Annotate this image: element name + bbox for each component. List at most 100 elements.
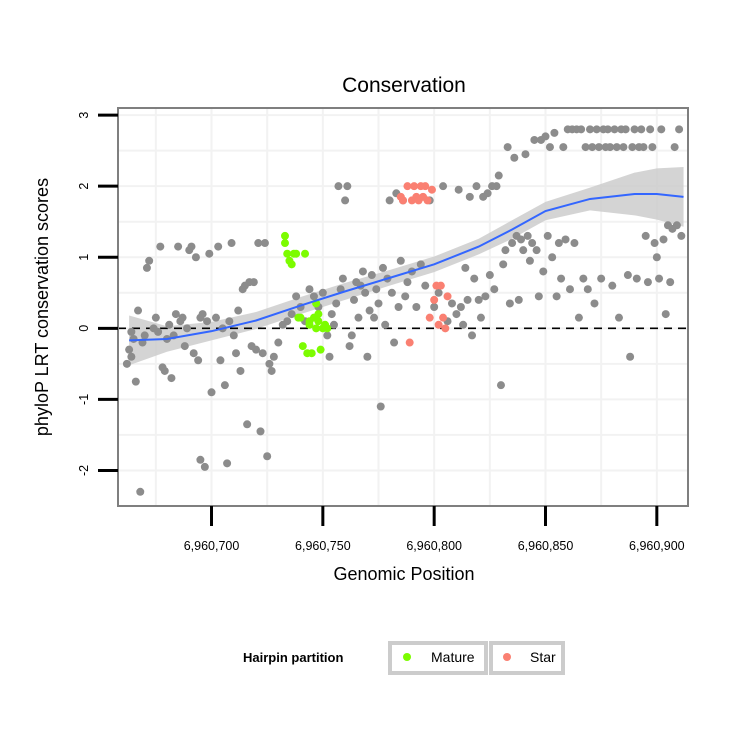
point-other (657, 125, 666, 134)
point-other (416, 260, 425, 269)
point-other (574, 313, 583, 322)
point-other (309, 292, 318, 301)
point-other (483, 189, 492, 198)
point-other (461, 263, 470, 272)
point-other (581, 143, 590, 152)
x-axis-label: Genomic Position (333, 564, 474, 584)
point-other (187, 242, 196, 251)
legend: Hairpin partition Mature Star (243, 641, 565, 675)
point-star (421, 182, 430, 191)
point-other (318, 288, 327, 297)
point-star (443, 292, 452, 301)
point-other (646, 125, 655, 134)
point-other (481, 292, 490, 301)
point-other (283, 317, 292, 326)
point-other (421, 281, 430, 290)
point-other (350, 295, 359, 304)
point-other (325, 352, 334, 361)
point-other (338, 274, 347, 283)
point-mature (314, 310, 323, 319)
point-other (468, 331, 477, 340)
point-other (125, 345, 134, 354)
point-other (476, 313, 485, 322)
point-other (205, 249, 214, 258)
point-other (606, 143, 615, 152)
point-other (370, 313, 379, 322)
x-tick-label: 6,960,900 (629, 539, 685, 553)
point-other (434, 288, 443, 297)
point-other (305, 285, 314, 294)
point-star (441, 324, 450, 333)
point-other (648, 143, 657, 152)
point-other (412, 303, 421, 311)
point-other (194, 356, 203, 365)
point-other (145, 256, 154, 265)
point-other (666, 278, 675, 287)
legend-key-star-dot (503, 653, 511, 661)
point-other (523, 231, 532, 240)
point-other (456, 303, 465, 311)
y-axis: -2 -1 0 1 2 3 (77, 112, 118, 476)
point-other (394, 303, 403, 311)
point-star (403, 182, 412, 191)
point-other (327, 310, 336, 319)
point-other (131, 377, 140, 386)
point-other (637, 125, 646, 134)
point-other (387, 288, 396, 297)
point-other (630, 125, 639, 134)
point-other (552, 292, 561, 301)
point-other (528, 239, 537, 248)
point-other (550, 128, 559, 137)
point-other (274, 338, 283, 347)
point-other (505, 299, 514, 308)
point-other (557, 274, 566, 283)
point-other (234, 306, 243, 315)
point-other (372, 285, 381, 294)
point-other (503, 143, 512, 152)
point-mature (283, 249, 292, 258)
point-star (434, 320, 443, 329)
point-other (632, 274, 641, 283)
point-mature (305, 320, 314, 329)
point-other (196, 455, 205, 464)
y-tick-label: 2 (77, 183, 91, 190)
point-other (127, 327, 136, 336)
point-other (142, 263, 151, 272)
point-other (260, 239, 269, 248)
point-star (430, 295, 439, 304)
point-mature (307, 349, 316, 358)
y-tick-label: 3 (77, 112, 91, 119)
point-other (174, 242, 183, 251)
y-axis-label: phyloP LRT conservation scores (32, 178, 52, 436)
point-other (672, 221, 681, 230)
point-other (343, 182, 352, 191)
point-other (189, 349, 198, 358)
point-other (650, 239, 659, 248)
point-other (214, 242, 223, 251)
point-other (252, 345, 261, 354)
point-other (583, 285, 592, 294)
point-mature (312, 324, 321, 333)
point-other (621, 125, 630, 134)
point-other (534, 292, 543, 301)
point-other (216, 356, 225, 365)
point-other (597, 274, 606, 283)
point-other (570, 239, 579, 248)
y-tick-label: -2 (77, 465, 91, 476)
point-other (396, 256, 405, 265)
point-star (399, 196, 407, 205)
legend-key-star-box (489, 641, 565, 675)
point-other (608, 281, 617, 290)
point-other (292, 292, 301, 301)
point-other (508, 239, 517, 248)
panel-background (118, 108, 688, 506)
point-other (223, 459, 232, 468)
chart-title: Conservation (342, 74, 466, 97)
point-other (329, 320, 338, 329)
point-other (341, 196, 350, 205)
point-other (171, 310, 180, 319)
point-other (474, 295, 483, 304)
point-other (543, 231, 552, 240)
point-other (381, 320, 390, 329)
